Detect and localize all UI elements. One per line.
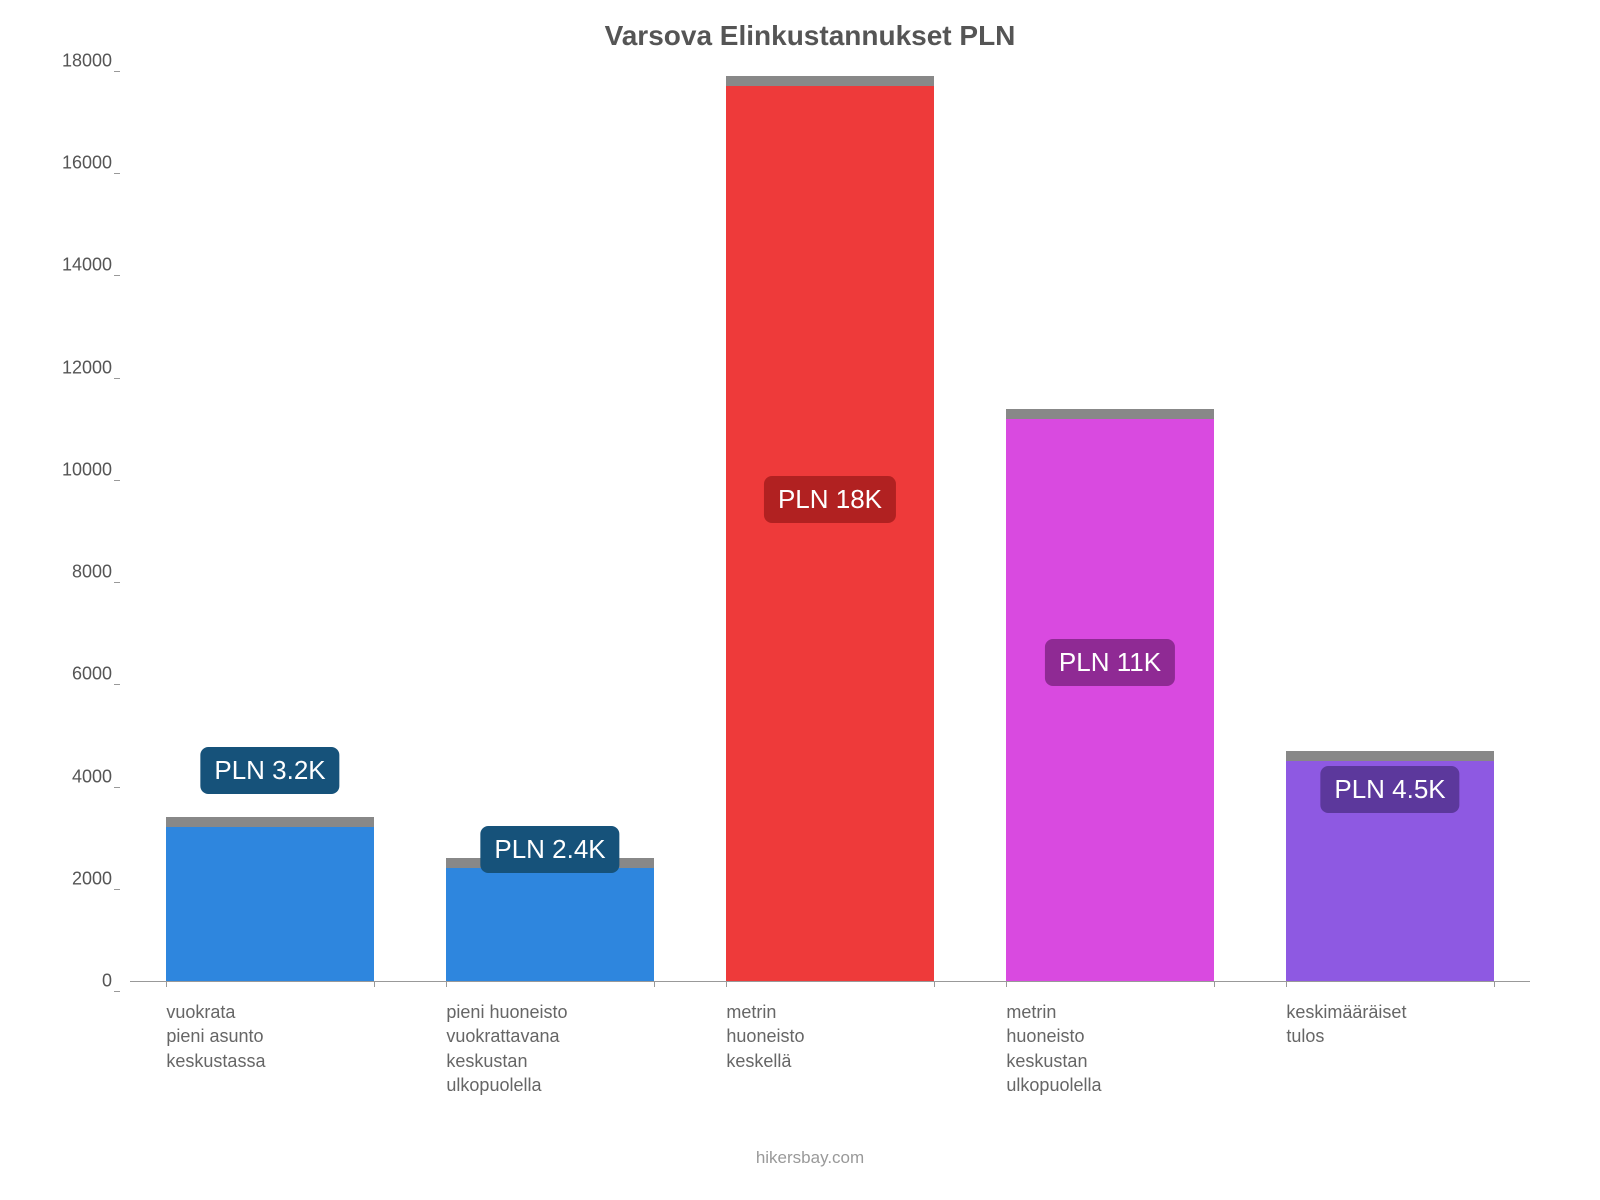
x-label-slot: keskimääräisettulos: [1250, 1000, 1530, 1097]
bar-slot: PLN 4.5K: [1250, 62, 1530, 981]
x-label: keskimääräisettulos: [1286, 1000, 1493, 1097]
bar: PLN 2.4K: [446, 858, 653, 981]
x-tick: [726, 981, 727, 987]
x-label-slot: vuokratapieni asuntokeskustassa: [130, 1000, 410, 1097]
bar-slot: PLN 11K: [970, 62, 1250, 981]
bar-slot: PLN 3.2K: [130, 62, 410, 981]
bar-top-strip: [166, 817, 373, 827]
chart-title: Varsova Elinkustannukset PLN: [60, 20, 1560, 52]
value-badge: PLN 18K: [764, 476, 896, 523]
bars-group: PLN 3.2K PLN 2.4K PLN 18K PLN 11K PLN 4.5K: [130, 62, 1530, 981]
y-tick-label: 2000: [52, 868, 112, 889]
x-label: pieni huoneistovuokrattavanakeskustanulk…: [446, 1000, 653, 1097]
y-tick-label: 0: [52, 971, 112, 992]
bar-top-strip: [726, 76, 933, 86]
x-tick: [654, 981, 655, 987]
bar-top-strip: [1006, 409, 1213, 419]
value-badge: PLN 4.5K: [1320, 766, 1459, 813]
x-tick: [166, 981, 167, 987]
bar-slot: PLN 18K: [690, 62, 970, 981]
y-tick-label: 18000: [52, 51, 112, 72]
value-badge: PLN 3.2K: [200, 747, 339, 794]
bar: PLN 3.2K: [166, 817, 373, 981]
y-tick-label: 10000: [52, 459, 112, 480]
x-tick: [1006, 981, 1007, 987]
x-label-slot: metrinhuoneistokeskustanulkopuolella: [970, 1000, 1250, 1097]
y-axis: 0200040006000800010000120001400016000180…: [60, 62, 120, 981]
x-tick: [446, 981, 447, 987]
value-badge: PLN 2.4K: [480, 826, 619, 873]
x-label-slot: metrinhuoneistokeskellä: [690, 1000, 970, 1097]
y-tick-label: 14000: [52, 255, 112, 276]
x-label: metrinhuoneistokeskustanulkopuolella: [1006, 1000, 1213, 1097]
y-tick-label: 16000: [52, 153, 112, 174]
bar-top-strip: [1286, 751, 1493, 761]
x-label-slot: pieni huoneistovuokrattavanakeskustanulk…: [410, 1000, 690, 1097]
y-tick-label: 4000: [52, 766, 112, 787]
x-tick: [1286, 981, 1287, 987]
value-badge: PLN 11K: [1045, 639, 1175, 686]
x-label: metrinhuoneistokeskellä: [726, 1000, 933, 1097]
plot-area: 0200040006000800010000120001400016000180…: [130, 62, 1530, 982]
x-label: vuokratapieni asuntokeskustassa: [166, 1000, 373, 1097]
attribution: hikersbay.com: [60, 1148, 1560, 1168]
bar: PLN 11K: [1006, 409, 1213, 981]
x-tick: [374, 981, 375, 987]
y-tick-label: 8000: [52, 562, 112, 583]
bar: PLN 4.5K: [1286, 751, 1493, 981]
y-tick-label: 12000: [52, 357, 112, 378]
bar: PLN 18K: [726, 76, 933, 981]
x-tick: [1214, 981, 1215, 987]
x-labels: vuokratapieni asuntokeskustassa pieni huo…: [130, 1000, 1530, 1097]
x-tick: [934, 981, 935, 987]
y-tick-label: 6000: [52, 664, 112, 685]
x-tick: [1494, 981, 1495, 987]
chart-container: Varsova Elinkustannukset PLN 02000400060…: [60, 20, 1560, 1180]
bar-slot: PLN 2.4K: [410, 62, 690, 981]
